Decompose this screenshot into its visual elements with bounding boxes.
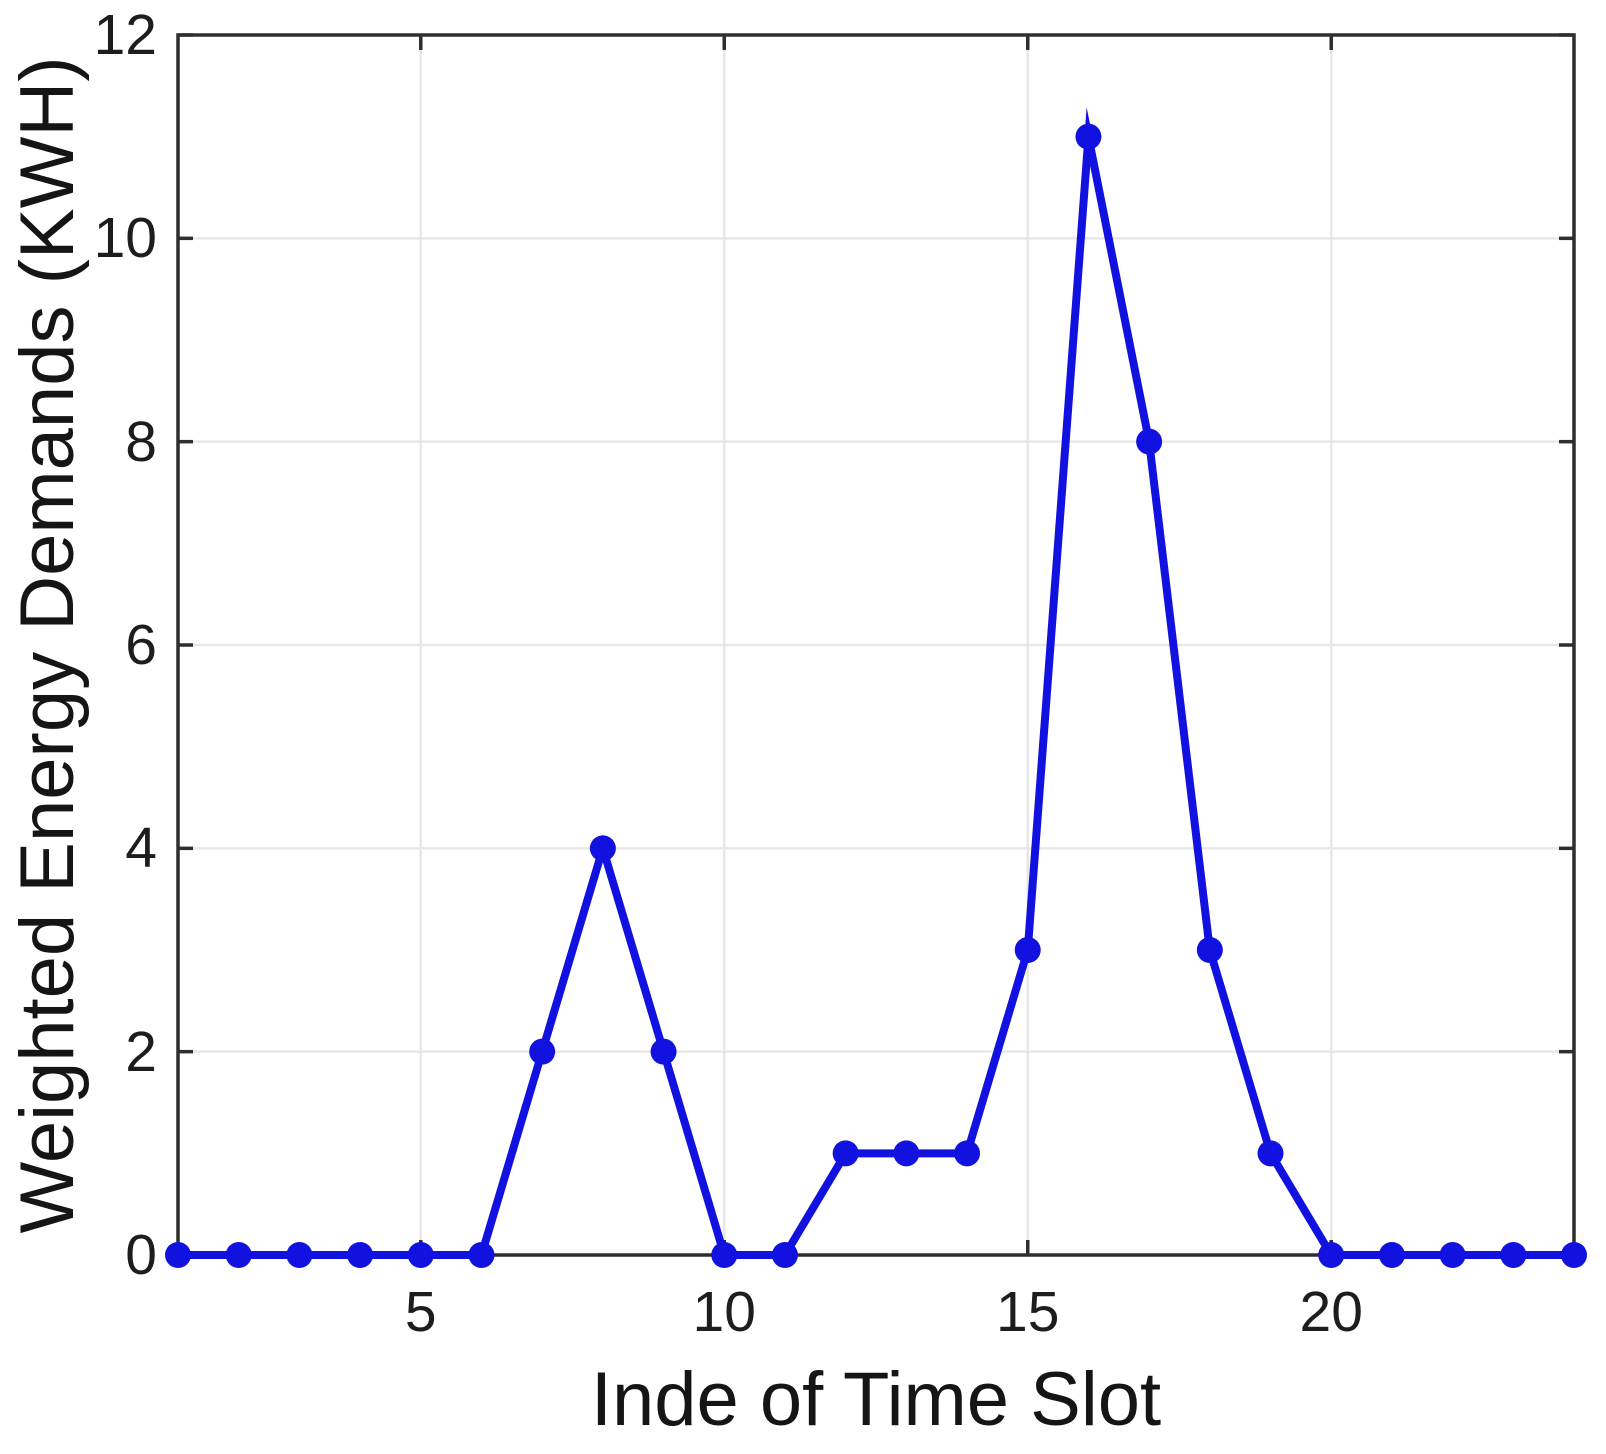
data-point-marker xyxy=(1014,937,1041,963)
data-point-marker xyxy=(1136,428,1163,455)
y-tick-label: 2 xyxy=(125,1019,157,1084)
y-tick-label: 6 xyxy=(125,613,157,677)
y-tick-label: 10 xyxy=(93,206,157,271)
data-point-marker xyxy=(1075,123,1102,150)
data-point-marker xyxy=(347,1242,374,1268)
y-tick-label: 4 xyxy=(125,816,157,881)
data-point-marker xyxy=(468,1242,495,1268)
y-tick-label: 8 xyxy=(125,409,157,474)
data-point-marker xyxy=(1378,1242,1405,1268)
data-point-marker xyxy=(832,1140,859,1167)
data-point-marker xyxy=(954,1140,981,1167)
y-tick-label: 0 xyxy=(125,1223,157,1287)
x-tick-label: 5 xyxy=(404,1280,437,1344)
data-point-marker xyxy=(711,1242,738,1268)
data-point-marker xyxy=(1257,1140,1284,1167)
x-tick-label: 15 xyxy=(996,1280,1060,1344)
data-point-marker xyxy=(1561,1242,1587,1268)
data-point-marker xyxy=(225,1242,252,1268)
data-series-line xyxy=(178,107,1574,1259)
data-point-marker xyxy=(286,1242,313,1268)
data-point-marker xyxy=(407,1242,434,1268)
data-point-marker xyxy=(893,1140,920,1167)
data-point-marker xyxy=(1196,937,1223,963)
data-point-marker xyxy=(771,1242,798,1268)
x-axis-label: Inde of Time Slot xyxy=(590,1357,1162,1442)
data-point-marker xyxy=(165,1242,191,1268)
x-tick-label: 20 xyxy=(1299,1280,1363,1344)
data-point-marker xyxy=(1439,1242,1466,1268)
y-axis-label: Weighted Energy Demands (KWH) xyxy=(5,56,90,1234)
x-tick-label: 10 xyxy=(692,1280,756,1344)
data-point-marker xyxy=(529,1038,556,1065)
data-point-marker xyxy=(1318,1242,1345,1268)
data-point-marker xyxy=(589,835,616,862)
data-point-marker xyxy=(650,1038,677,1065)
data-point-marker xyxy=(1500,1242,1527,1268)
y-tick-label: 12 xyxy=(93,3,157,67)
